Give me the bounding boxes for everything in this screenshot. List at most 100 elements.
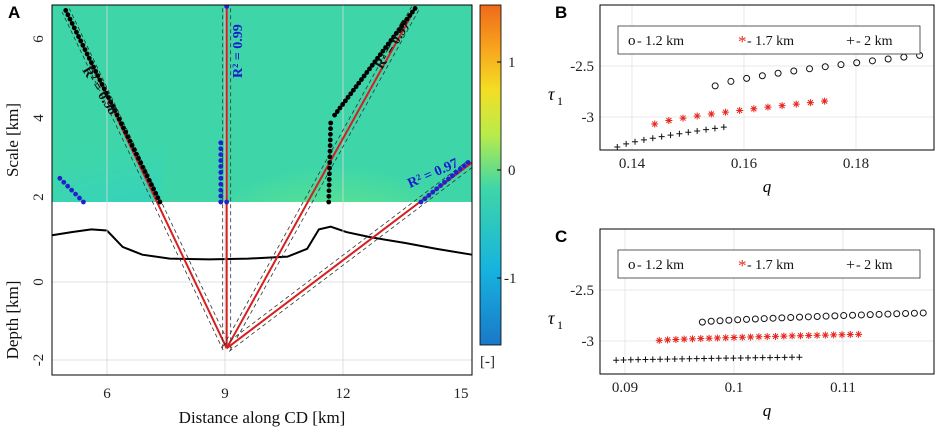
ridge-point: [327, 148, 333, 154]
ridge-point: [383, 45, 388, 50]
data-point: [716, 317, 724, 325]
data-point: [723, 355, 730, 362]
ridge-point: [218, 146, 224, 152]
ridge-point: [407, 13, 413, 18]
ridge-point: [426, 193, 432, 198]
y-tick-label: -2.5: [570, 59, 594, 75]
ridge-point: [136, 156, 141, 161]
colorbar: 1 0 -1 [-]: [479, 4, 517, 370]
data-point: [672, 335, 680, 343]
ridge-point: [353, 84, 359, 90]
data-point: [857, 311, 865, 319]
data-point: [796, 313, 804, 321]
ridge-point: [326, 188, 332, 194]
ridge-point: [396, 27, 402, 33]
ridge-point: [218, 158, 224, 163]
ridge-point: [337, 105, 343, 111]
data-point: [679, 114, 687, 122]
ridge-point: [367, 66, 372, 72]
ridge-point: [138, 160, 144, 166]
ridge-point: [112, 108, 118, 113]
data-point: [830, 331, 838, 339]
ridge-point: [388, 38, 394, 43]
y-tick-label: -2.5: [570, 283, 594, 299]
data-point: [679, 355, 686, 362]
ridge-point: [327, 137, 333, 143]
data-point: [665, 117, 673, 125]
ridge-point: [82, 47, 88, 53]
x-tick-label: 12: [336, 386, 351, 402]
ridge-point: [218, 199, 224, 205]
ridge-point: [418, 199, 424, 205]
x-tick-label: 9: [221, 386, 229, 402]
legend-marker: *: [738, 256, 747, 275]
panel-b-frame: [599, 4, 935, 151]
panel-c-ylabel-subscript: 1: [557, 318, 563, 332]
ridge-point: [110, 103, 116, 109]
data-point: [774, 354, 781, 361]
ridge-point: [410, 9, 415, 15]
data-point: [788, 354, 795, 361]
data-point: [730, 355, 737, 362]
data-point: [657, 356, 664, 363]
y-tick-label: -3: [582, 334, 595, 350]
ridge-point: [218, 187, 224, 193]
data-point: [738, 333, 746, 341]
ridge-point: [81, 199, 86, 205]
ridge-point: [114, 112, 120, 118]
data-point: [708, 355, 715, 362]
ridge-point: [78, 38, 84, 44]
data-point: [664, 356, 671, 363]
data-point: [642, 356, 649, 363]
ridge-point: [89, 60, 94, 66]
ridge-point: [151, 186, 156, 192]
ridge-point: [142, 169, 148, 174]
data-point: [743, 74, 751, 82]
legend-marker: *: [738, 32, 747, 51]
ridge-point: [61, 179, 67, 185]
panel-c-letter: C: [555, 227, 567, 246]
ridge-point: [372, 59, 378, 65]
data-point: [778, 102, 786, 110]
legend-label: - 1.2 km: [637, 258, 684, 273]
data-point: [711, 125, 718, 132]
ridge-envelope: [68, 8, 231, 347]
ridge-point: [401, 20, 407, 26]
data-point: [635, 356, 642, 363]
ridge-envelope: [224, 158, 470, 346]
ridge-point: [442, 179, 447, 185]
ridge-point: [359, 77, 364, 82]
data-point: [680, 335, 688, 343]
data-point: [737, 354, 744, 361]
ridge-point: [327, 160, 333, 165]
data-point: [796, 332, 804, 340]
panel-c-plot: o - 1.2 km * - 1.7 km + - 2 km 0.09 0.1 …: [548, 228, 935, 420]
data-point: [627, 356, 634, 363]
data-point: [774, 69, 782, 77]
x-tick-label: 0.14: [619, 156, 646, 172]
data-point: [772, 332, 780, 340]
ridge-point: [69, 21, 75, 26]
data-point: [734, 316, 742, 324]
ridge-point: [155, 195, 161, 201]
data-point: [671, 355, 678, 362]
ridge-point: [348, 91, 354, 97]
data-point: [806, 99, 814, 107]
ridge-point: [84, 51, 90, 57]
ridge-point: [361, 73, 367, 79]
data-point: [866, 311, 874, 319]
depth-tick-label: -2: [31, 354, 47, 367]
data-point: [736, 106, 744, 114]
depth-tick-labels: 0 -2: [31, 278, 47, 366]
data-point: [745, 354, 752, 361]
ridge-point: [393, 30, 399, 36]
panel-b-ylabel: τ: [548, 84, 555, 104]
ridge-point: [146, 177, 152, 183]
x-tick-label: 0.16: [731, 156, 758, 172]
data-point: [846, 331, 854, 339]
data-point: [752, 354, 759, 361]
data-point: [640, 136, 647, 143]
scale-tick-label: 2: [31, 193, 47, 201]
data-point: [769, 314, 777, 322]
data-point: [821, 331, 829, 339]
